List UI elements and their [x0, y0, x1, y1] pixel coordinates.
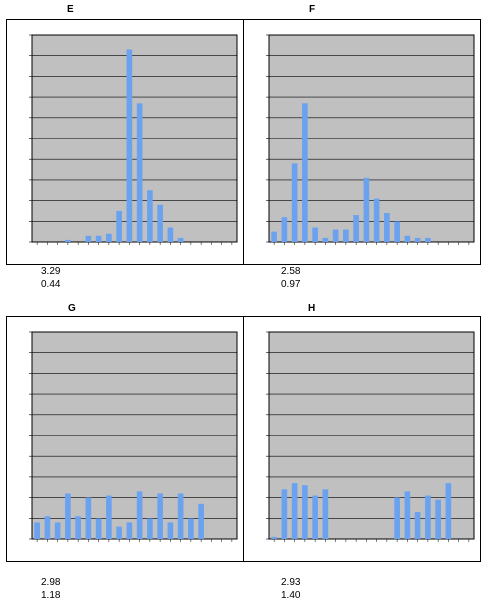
bar: [126, 522, 133, 539]
bar: [85, 497, 92, 539]
bar: [281, 217, 288, 242]
bar: [177, 493, 184, 539]
chart-panel-f: [243, 19, 481, 265]
bar: [44, 516, 51, 539]
stat-g-1: 2.98: [41, 577, 61, 588]
bar: [445, 483, 452, 539]
bar: [75, 516, 81, 539]
bar: [177, 237, 184, 242]
stat-e-2: 0.44: [41, 279, 61, 290]
bar: [343, 229, 349, 242]
bar: [312, 227, 318, 242]
chart-title-h: H: [308, 303, 316, 314]
bar: [291, 163, 298, 242]
bar: [54, 522, 61, 539]
bar: [188, 518, 194, 539]
bar: [363, 177, 370, 242]
bar: [157, 493, 163, 539]
bar: [116, 210, 122, 242]
bar: [95, 518, 102, 539]
chart-title-e: E: [67, 4, 74, 15]
bar: [126, 49, 133, 243]
bar: [332, 229, 339, 242]
bar: [167, 522, 174, 539]
bar: [414, 512, 421, 539]
bar: [106, 495, 112, 539]
chart-panel-e: [6, 19, 244, 265]
chart-e: [29, 34, 238, 245]
bar: [322, 237, 329, 242]
stat-h-2: 1.40: [281, 590, 301, 601]
bar: [157, 204, 163, 242]
stat-g-2: 1.18: [41, 590, 61, 601]
bar: [147, 190, 153, 242]
bar: [95, 235, 102, 242]
bar: [435, 499, 441, 539]
bar: [281, 489, 288, 539]
bar: [394, 497, 400, 539]
chart-panel-h: [243, 316, 481, 562]
bar: [291, 483, 298, 539]
chart-f: [266, 34, 475, 245]
bar: [302, 103, 308, 242]
bar: [106, 233, 112, 242]
chart-h: [266, 331, 475, 542]
bar: [384, 213, 390, 242]
bar: [404, 235, 411, 242]
bar: [394, 221, 400, 242]
bar: [414, 237, 421, 242]
bar: [425, 237, 431, 242]
bar: [147, 518, 153, 539]
bar: [198, 503, 204, 539]
bar: [136, 103, 143, 242]
bar: [116, 526, 122, 539]
chart-title-f: F: [309, 4, 316, 15]
bar: [271, 536, 277, 539]
bar: [136, 491, 143, 539]
chart-title-g: G: [68, 303, 76, 314]
stat-h-1: 2.93: [281, 577, 301, 588]
bar: [34, 522, 40, 539]
bar: [404, 491, 411, 539]
bar: [373, 198, 380, 242]
bar: [353, 215, 359, 242]
chart-g: [29, 331, 238, 542]
bar: [167, 227, 174, 242]
stat-f-2: 0.97: [281, 279, 301, 290]
bar: [65, 239, 71, 242]
bar: [425, 495, 431, 539]
bar: [302, 485, 308, 539]
bar: [65, 493, 71, 539]
bar: [271, 231, 277, 242]
bar: [85, 235, 92, 242]
bar: [312, 495, 318, 539]
chart-panel-g: [6, 316, 244, 562]
bar: [322, 489, 329, 539]
stat-e-1: 3.29: [41, 266, 61, 277]
stat-f-1: 2.58: [281, 266, 301, 277]
